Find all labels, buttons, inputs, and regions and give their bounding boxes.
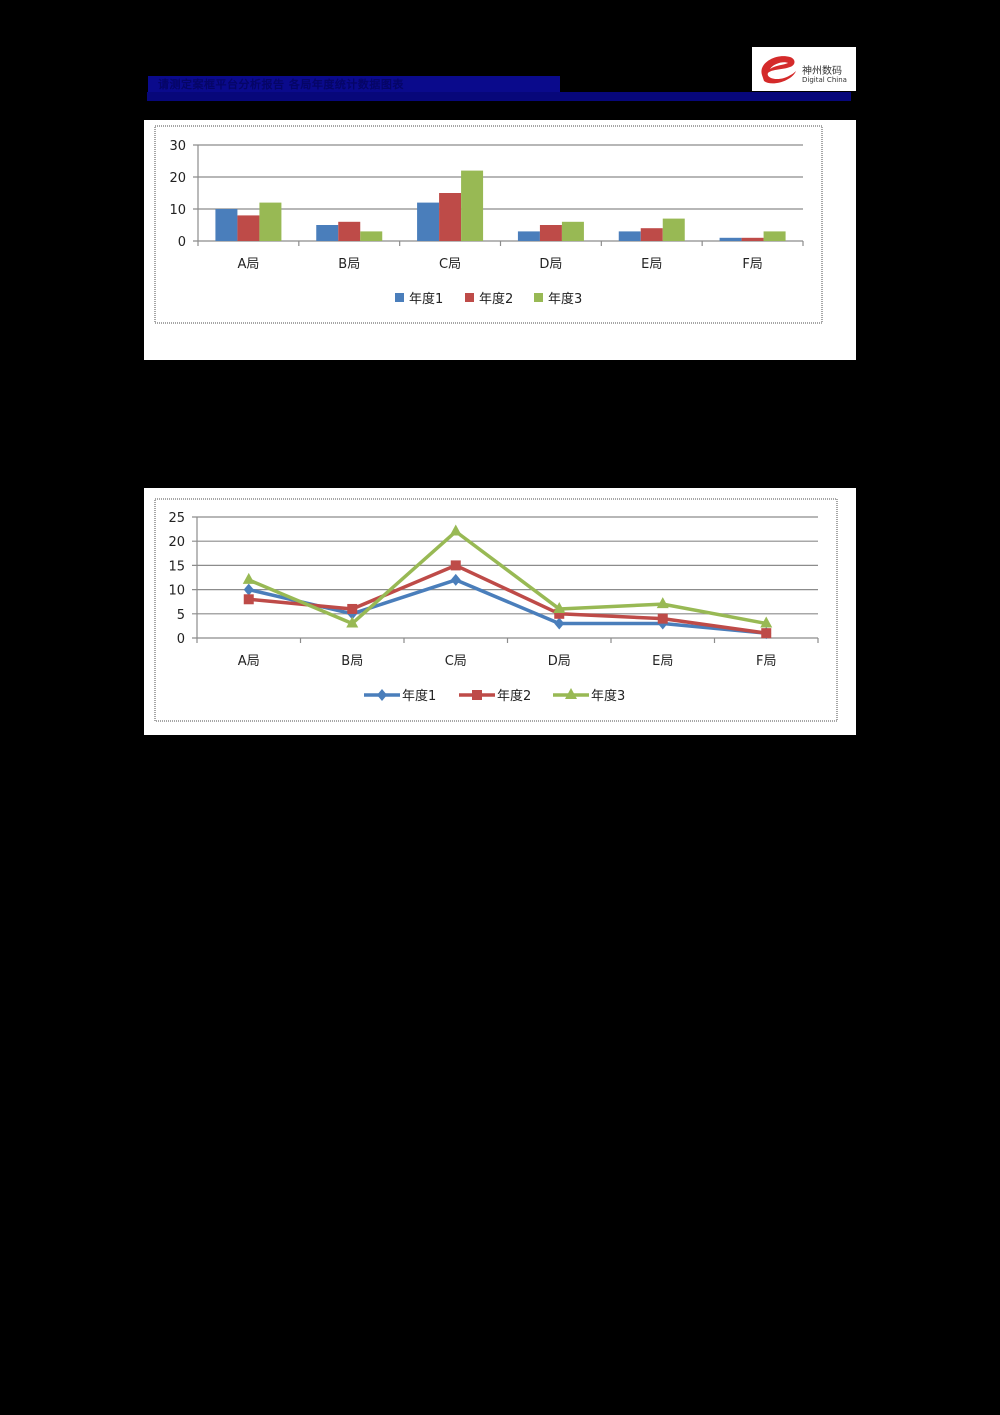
bar xyxy=(517,231,540,241)
bar xyxy=(439,193,462,241)
y-tick-label: 20 xyxy=(168,535,185,550)
category-label: A局 xyxy=(238,654,260,669)
square-marker-icon xyxy=(761,628,772,639)
category-label: E局 xyxy=(652,654,673,669)
triangle-marker-icon xyxy=(346,616,359,628)
document-header-title: 请测定案框平台分析报告 各局年度统计数据图表 xyxy=(148,76,560,93)
legend-label: 年度1 xyxy=(409,291,443,307)
logo-name-en: Digital China xyxy=(802,76,847,84)
line-series xyxy=(243,560,772,639)
y-tick-label: 5 xyxy=(177,608,185,623)
bar xyxy=(461,170,484,241)
y-tick-label: 20 xyxy=(169,171,186,186)
diamond-marker-icon xyxy=(450,573,461,586)
category-label: F局 xyxy=(756,654,776,669)
diamond-marker-icon xyxy=(554,617,565,630)
chart-legend: 年度1 年度2 年度3 xyxy=(395,291,582,307)
bar xyxy=(259,202,282,241)
legend-label: 年度3 xyxy=(548,291,582,307)
category-label: B局 xyxy=(338,257,360,272)
square-marker-icon xyxy=(347,603,358,614)
bar-chart-panel: 0 10 20 30 A局 B局 C局 D局 E局 F局年度1 年度2 年度3 xyxy=(144,120,856,360)
y-tick-label: 10 xyxy=(168,584,185,599)
bar xyxy=(618,231,641,241)
bar xyxy=(640,228,663,241)
bar xyxy=(316,225,339,241)
bar xyxy=(741,237,764,241)
category-label: D局 xyxy=(548,654,571,669)
bar xyxy=(237,215,260,241)
chart-border xyxy=(154,498,838,722)
square-marker-icon xyxy=(243,594,254,605)
series-line xyxy=(248,563,767,635)
square-marker-icon xyxy=(472,690,482,700)
y-tick-label: 25 xyxy=(168,511,185,526)
category-label: C局 xyxy=(445,654,467,669)
category-label: C局 xyxy=(439,257,461,272)
series-line xyxy=(248,578,767,635)
line-series xyxy=(242,524,773,628)
legend-label: 年度3 xyxy=(591,688,625,704)
legend-swatch-icon xyxy=(465,293,474,302)
triangle-marker-icon xyxy=(242,572,255,584)
bar xyxy=(662,218,685,241)
logo-name-cn: 神州数码 xyxy=(802,66,842,77)
y-tick-label: 30 xyxy=(169,139,186,154)
bar xyxy=(215,209,238,241)
line-series xyxy=(243,573,772,640)
category-label: A局 xyxy=(237,257,259,272)
bar xyxy=(539,225,562,241)
triangle-marker-icon xyxy=(449,524,462,536)
triangle-marker-icon xyxy=(656,597,669,609)
square-marker-icon xyxy=(554,608,565,619)
category-label: E局 xyxy=(641,257,662,272)
bar xyxy=(561,221,584,241)
triangle-marker-icon xyxy=(760,616,773,628)
legend-label: 年度2 xyxy=(479,291,513,307)
y-tick-label: 10 xyxy=(169,203,186,218)
y-tick-label: 0 xyxy=(177,632,185,647)
square-marker-icon xyxy=(450,560,461,571)
triangle-marker-icon xyxy=(565,688,577,699)
bar xyxy=(719,237,742,241)
company-logo: 神州数码 Digital China xyxy=(752,47,856,91)
legend-label: 年度1 xyxy=(402,688,436,704)
y-tick-label: 0 xyxy=(178,235,186,250)
category-label: F局 xyxy=(742,257,762,272)
bar xyxy=(338,221,361,241)
header-divider xyxy=(147,92,851,101)
square-marker-icon xyxy=(657,613,668,624)
bar xyxy=(763,231,786,241)
bar xyxy=(360,231,383,241)
line-chart-panel: 0 5 10 15 20 25 A局 B局 C局 D局 E局 F局年度1 年度2 年度3 xyxy=(144,488,856,735)
diamond-marker-icon xyxy=(243,583,254,596)
series-line xyxy=(248,529,767,626)
digital-china-swirl-logo-icon xyxy=(761,56,796,84)
triangle-marker-icon xyxy=(553,601,566,613)
legend-swatch-icon xyxy=(534,293,543,302)
category-label: B局 xyxy=(341,654,363,669)
category-label: D局 xyxy=(539,257,562,272)
bar xyxy=(417,202,440,241)
diamond-marker-icon xyxy=(377,689,387,701)
chart-legend: 年度1 年度2 年度3 xyxy=(364,688,625,704)
legend-swatch-icon xyxy=(395,293,404,302)
legend-label: 年度2 xyxy=(497,688,531,704)
y-tick-label: 15 xyxy=(168,559,185,574)
